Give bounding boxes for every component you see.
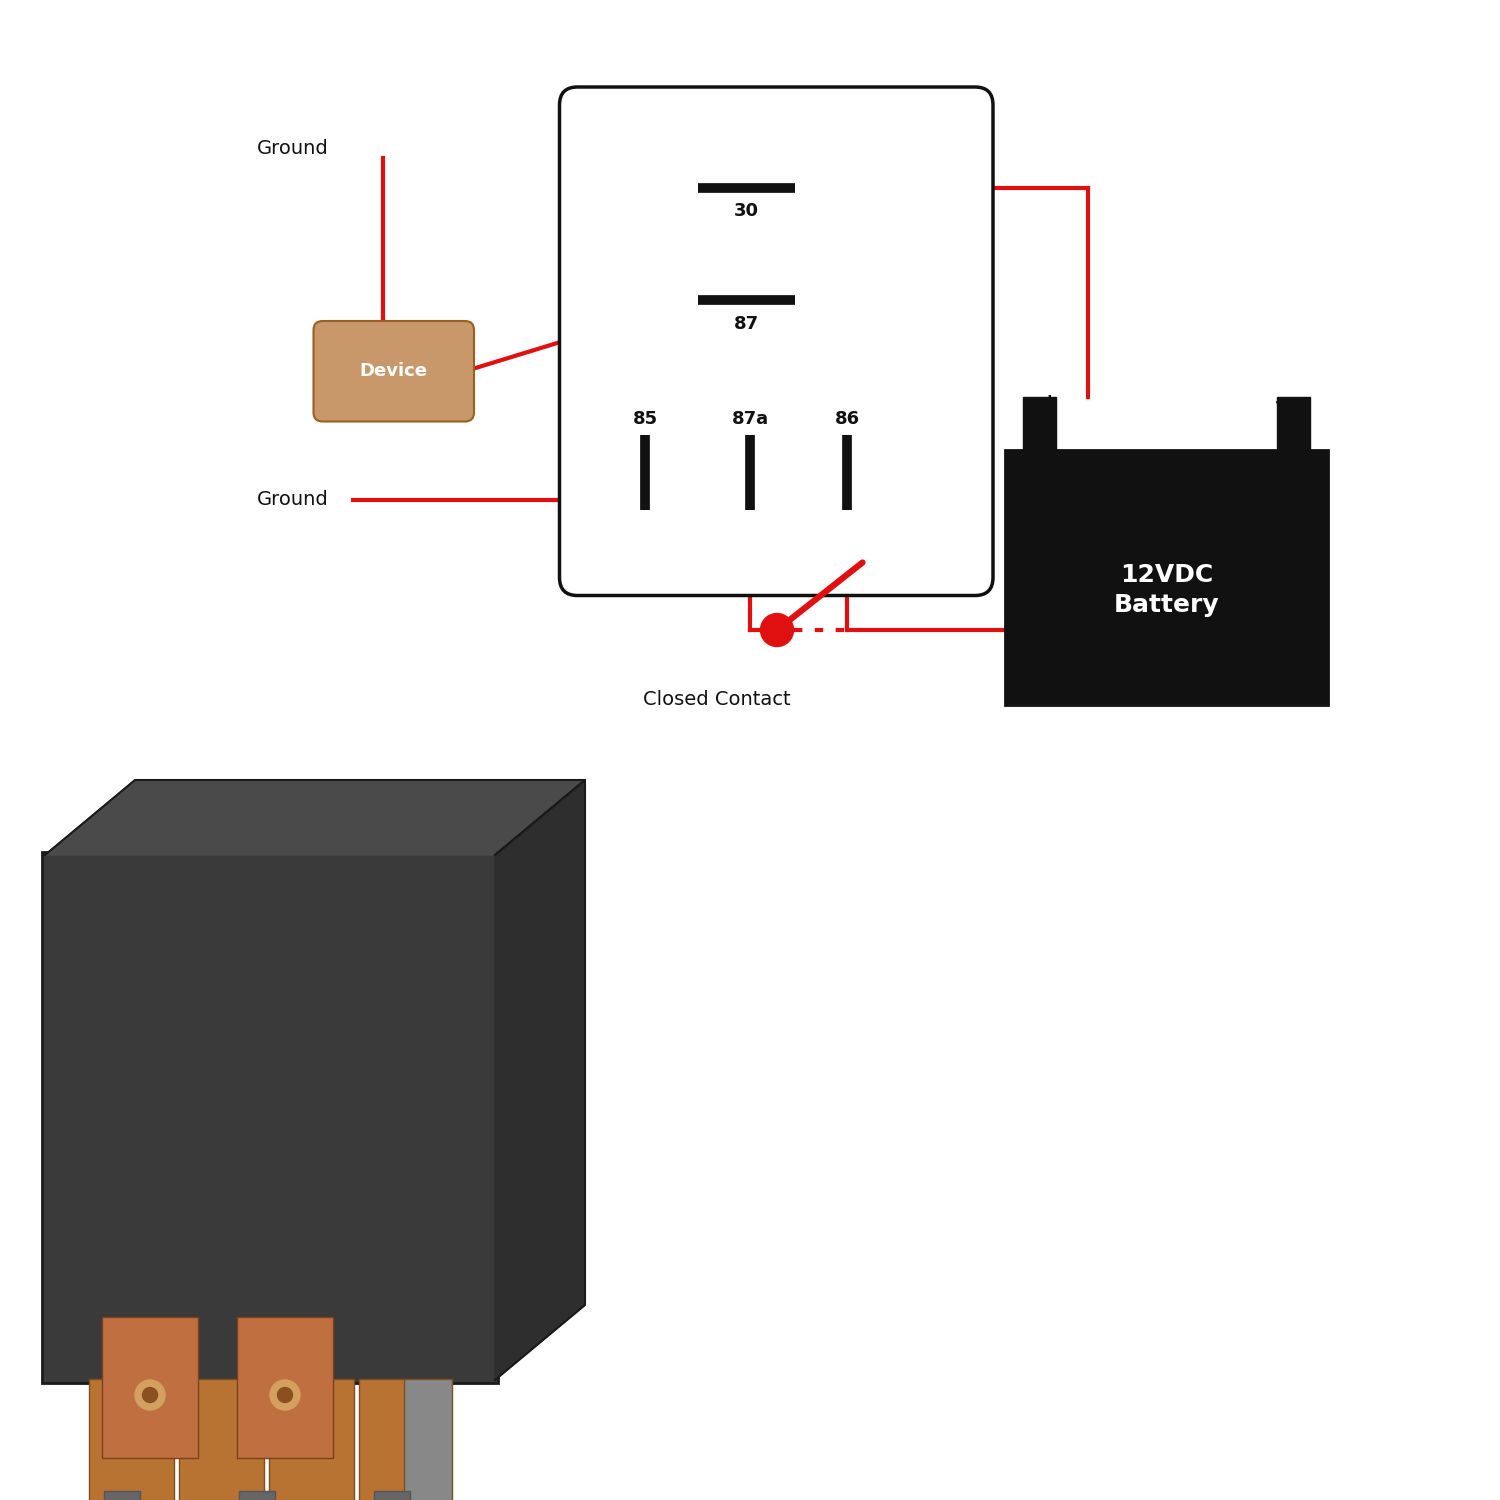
Text: +: + xyxy=(1041,393,1059,412)
Bar xyxy=(1005,450,1328,705)
Polygon shape xyxy=(45,780,585,855)
FancyBboxPatch shape xyxy=(88,1378,174,1500)
Circle shape xyxy=(135,1380,165,1410)
Text: 87a: 87a xyxy=(732,410,768,428)
FancyBboxPatch shape xyxy=(237,1317,333,1458)
Text: 86: 86 xyxy=(836,410,860,428)
FancyBboxPatch shape xyxy=(238,1491,274,1500)
FancyBboxPatch shape xyxy=(560,87,993,596)
Text: Ground: Ground xyxy=(256,490,328,508)
FancyBboxPatch shape xyxy=(358,1378,407,1500)
Text: 87: 87 xyxy=(734,315,759,333)
FancyBboxPatch shape xyxy=(374,1491,410,1500)
FancyBboxPatch shape xyxy=(102,1317,198,1458)
Text: −: − xyxy=(1274,393,1292,412)
FancyBboxPatch shape xyxy=(42,852,498,1383)
Polygon shape xyxy=(495,780,585,1380)
Text: 12VDC
Battery: 12VDC Battery xyxy=(1113,564,1220,616)
Text: Ground: Ground xyxy=(256,138,328,158)
Circle shape xyxy=(760,614,794,646)
Text: Closed Contact: Closed Contact xyxy=(644,690,790,709)
Text: 30: 30 xyxy=(734,202,759,220)
FancyBboxPatch shape xyxy=(104,1491,140,1500)
FancyBboxPatch shape xyxy=(268,1378,354,1500)
Bar xyxy=(1276,398,1310,450)
Circle shape xyxy=(142,1388,158,1402)
Text: 85: 85 xyxy=(633,410,657,428)
Circle shape xyxy=(278,1388,292,1402)
Circle shape xyxy=(270,1380,300,1410)
Bar xyxy=(1023,398,1056,450)
FancyBboxPatch shape xyxy=(404,1378,451,1500)
FancyBboxPatch shape xyxy=(178,1378,264,1500)
Text: Device: Device xyxy=(360,363,428,381)
FancyBboxPatch shape xyxy=(314,321,474,422)
